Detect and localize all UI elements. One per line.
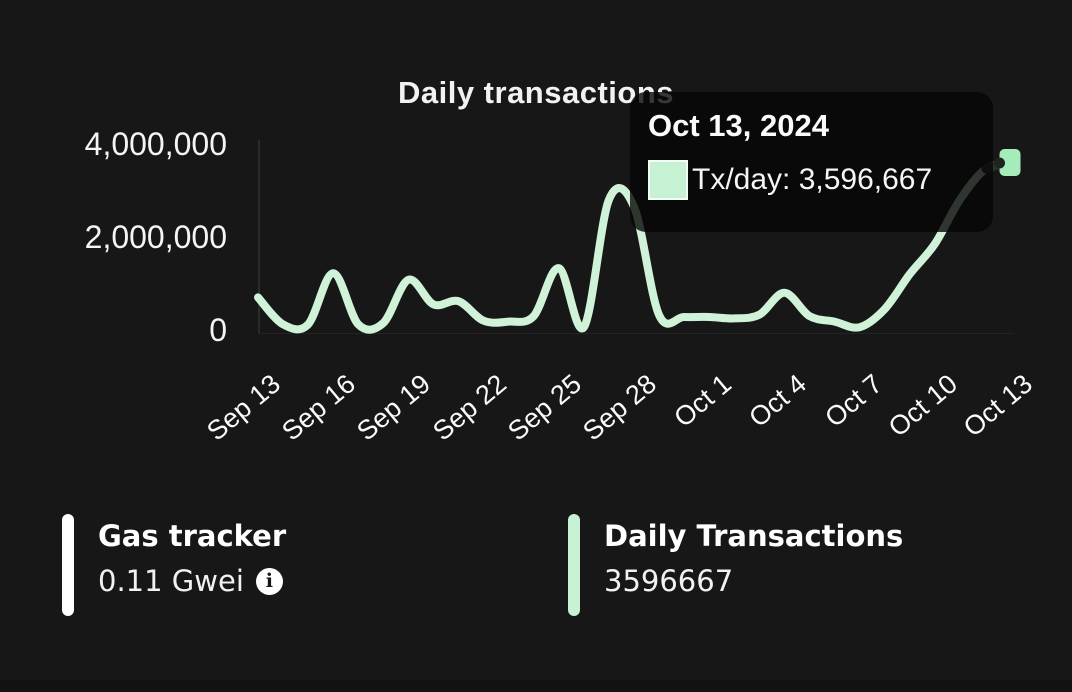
tooltip-date: Oct 13, 2024	[648, 108, 829, 143]
info-icon[interactable]: i	[255, 567, 283, 595]
chart-tooltip: Oct 13, 2024 Tx/day: 3,596,667	[630, 92, 993, 232]
highlighted-point-marker	[999, 149, 1021, 176]
gas-value: 0.11 Gwei	[98, 564, 244, 599]
daily-transactions-value: 3596667	[604, 564, 734, 599]
y-tick-label: 2,000,000	[84, 219, 227, 255]
marker-notch	[994, 157, 1005, 169]
tooltip-value: Tx/day: 3,596,667	[692, 163, 933, 196]
chart-title: Daily transactions	[397, 75, 675, 110]
y-tick-label: 4,000,000	[84, 126, 227, 162]
tx-accent-bar	[568, 514, 580, 616]
x-axis-line	[258, 333, 1014, 334]
series-swatch-icon	[648, 160, 688, 200]
daily-transactions-title: Daily Transactions	[604, 519, 904, 553]
y-axis-line	[258, 140, 260, 334]
gas-accent-bar	[62, 514, 74, 616]
y-tick-label: 0	[209, 312, 227, 348]
bottom-divider	[0, 680, 1072, 692]
daily-transactions-card[interactable]: Daily Transactions 3596667	[568, 514, 903, 616]
gas-tracker-card[interactable]: Gas tracker 0.11 Gwei i	[62, 514, 286, 616]
gas-tracker-title: Gas tracker	[98, 519, 287, 553]
tooltip-row: Tx/day: 3,596,667	[648, 160, 975, 200]
